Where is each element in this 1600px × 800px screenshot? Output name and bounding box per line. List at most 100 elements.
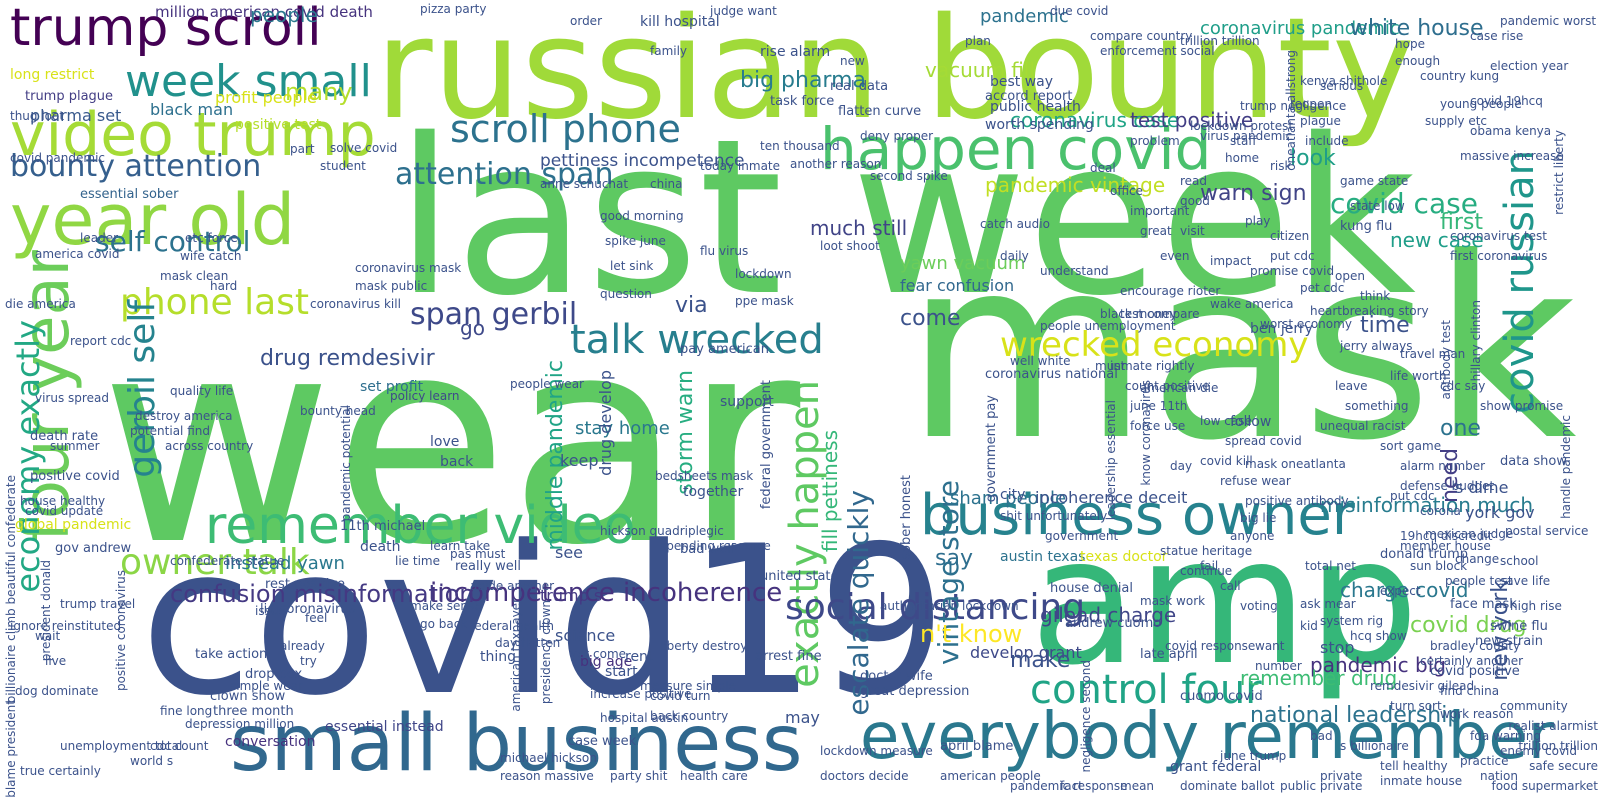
word-vacuum-fill: vacuum fill — [925, 58, 1035, 82]
word-warn-sign: warn sign — [1200, 181, 1307, 206]
word-case-rise: case rise — [1470, 29, 1524, 43]
word-wrecked-economy: wrecked economy — [1000, 325, 1309, 365]
word-talk-wrecked: talk wrecked — [570, 317, 824, 363]
word-postal-service: postal service — [1505, 524, 1589, 538]
word-plan: plan — [965, 34, 991, 48]
word-pharma-set: pharma set — [30, 106, 122, 125]
word-remember-drug: remember drug — [1240, 666, 1398, 690]
word-positive-covid: positive covid — [30, 469, 120, 484]
word-everybody-remember: everybody remember — [860, 700, 1555, 774]
word-supply-etc: supply etc — [1425, 114, 1488, 128]
word-part: part — [290, 142, 315, 156]
word-presidency-clown: presidency clown — [539, 600, 553, 705]
word-11th-michael: 11th michael — [340, 519, 426, 534]
word-ask-mear: ask mear — [1300, 597, 1356, 611]
word-n-t-know: n't know — [920, 620, 1023, 648]
word-hard: hard — [210, 279, 238, 293]
word-come: come — [900, 306, 961, 331]
word-low-case: low case — [1200, 414, 1252, 428]
word-essential-instead: essential instead — [325, 719, 444, 735]
word-first: first — [1440, 210, 1483, 235]
word-mask-oneatlanta: mask oneatlanta — [1245, 457, 1346, 471]
word-mask: mask — [905, 204, 1577, 495]
word-flu-virus: flu virus — [700, 244, 749, 258]
word-true-certainly: true certainly — [20, 764, 101, 778]
word-real-data: real data — [830, 79, 889, 94]
word-coronavirus-kill: coronavirus kill — [310, 297, 401, 311]
word-expect: expect — [1380, 584, 1421, 598]
word-party-shit: party shit — [610, 769, 668, 783]
word-case-week: case week — [568, 734, 637, 749]
word-s-dime: s dime — [1455, 478, 1509, 497]
word-work-reason: work reason — [1440, 707, 1514, 721]
word-happen-covid: happen covid — [820, 115, 1212, 183]
word-country-kung: country kung — [1420, 69, 1500, 83]
word-lie-time: lie time — [395, 554, 440, 568]
word-inmate-house: inmate house — [1380, 774, 1463, 788]
word-total-net: total net — [1305, 559, 1356, 573]
word-mexican-judge: mexican judge — [1425, 527, 1514, 541]
word-last-week: last week — [395, 92, 1417, 343]
word-problem: problem — [1130, 134, 1180, 148]
word-want: want — [1255, 639, 1285, 653]
word-lockdown-measure: lockdown measure — [820, 744, 933, 758]
word-back: back — [440, 454, 474, 470]
word-authoritarian-lockdown: authoritarian lockdown — [880, 599, 1019, 613]
word-ignore-reinstituted: ignore reinstituted — [10, 619, 122, 633]
word-trump-scroll: trump scroll — [10, 0, 322, 58]
word-bounty-attention: bounty attention — [10, 149, 262, 184]
word-attention-span: attention span — [395, 157, 614, 192]
word-dog-dominate: dog dominate — [15, 684, 99, 698]
word-covid-kill: covid kill — [1200, 454, 1253, 468]
word-pandemic-big: pandemic big — [1310, 653, 1446, 677]
word-trillion-trillion: trillion trillion — [1180, 34, 1260, 48]
word-policy-learn: policy learn — [390, 389, 460, 403]
word-feel: feel — [305, 611, 328, 625]
word-follow: follow — [1230, 414, 1272, 430]
word-s-billionaire: s billionaire — [1340, 739, 1409, 753]
word-reopen: reopen — [1290, 97, 1332, 111]
word-pizza-party: pizza party — [420, 2, 487, 16]
word-turn-sort: turn sort — [1390, 699, 1442, 713]
word-june-11th: june 11th — [1130, 399, 1188, 413]
word-game-state: game state — [1340, 174, 1409, 188]
word-people-test: people test — [1445, 574, 1513, 588]
word-united-state: united state — [760, 569, 839, 584]
word-office: office — [1110, 184, 1143, 198]
word-pandemic-response: pandemic response — [1010, 779, 1128, 793]
word-dominate-ballot: dominate ballot — [1180, 779, 1275, 793]
word-keep: keep — [560, 451, 599, 470]
word-risk: risk — [1270, 159, 1292, 173]
word-trump-plague: trump plague — [25, 89, 114, 104]
word-hospital-austin: hospital austin — [600, 711, 689, 725]
word-wake-america: wake america — [1210, 297, 1294, 311]
word-misinformation-much: misinformation much — [1320, 493, 1534, 517]
word-gerbil-self: gerbil self — [122, 300, 163, 478]
word-plague: plague — [1300, 114, 1341, 128]
word-health-care: health care — [680, 769, 748, 783]
word-system-rig: system rig — [1320, 614, 1384, 628]
word-austin-texas: austin texas — [1000, 549, 1086, 565]
word-19hcq-discredit: 19hcq discredit — [1400, 529, 1493, 543]
word-profit-people: profit people — [215, 88, 317, 107]
word-unemployment-total: unemployment total — [60, 739, 183, 753]
word-test-compare: test compare — [1120, 307, 1200, 321]
word-ten-thousand: ten thousand — [760, 139, 840, 153]
word-spending-resource: spending resource — [660, 539, 771, 553]
word-already: already — [280, 639, 325, 653]
word-social-distancing: social distancing — [785, 587, 1086, 628]
word-look: look — [1290, 146, 1336, 171]
word-really-well: really well — [455, 559, 521, 574]
word-gov-andrew: gov andrew — [55, 541, 132, 556]
word-bad: bad — [1310, 729, 1333, 743]
word-promise-covid: promise covid — [1250, 264, 1335, 278]
word-play: play — [1245, 214, 1271, 228]
word-spike-june: spike june — [605, 234, 666, 248]
word-kung-flu: kung flu — [1340, 219, 1393, 234]
word-worth-spending: worth spending — [985, 117, 1094, 133]
word-mean: mean — [1120, 779, 1155, 793]
word-positive-antibody: positive antibody — [1245, 494, 1349, 508]
word-enforcement-social: enforcement social — [1100, 44, 1215, 58]
word-lockdown-protest: lockdown protest — [1190, 119, 1294, 133]
word-task-force: task force — [770, 94, 835, 109]
